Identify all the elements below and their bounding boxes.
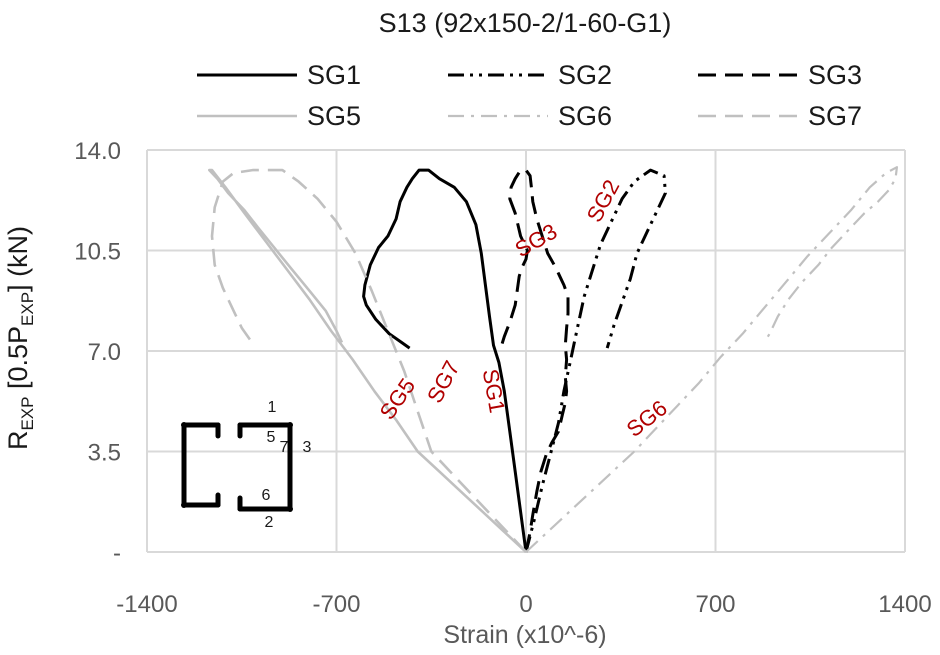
x-tick-label: 1400: [878, 591, 931, 618]
inset-gauge-label: 5: [267, 429, 276, 446]
y-tick-label: 7.0: [88, 339, 121, 366]
series-annotation-sg6: SG6: [622, 395, 672, 442]
y-tick-label: -: [113, 540, 121, 567]
x-tick-label: -700: [312, 591, 360, 618]
inset-gauge-label: 2: [265, 514, 274, 531]
inset-gauge-label: 1: [268, 399, 277, 416]
x-axis-ticks: -1400 -700 0 700 1400: [116, 591, 931, 618]
section-outline: [181, 422, 199, 508]
series-annotation-sg1: SG1: [478, 367, 510, 415]
legend-label-sg2: SG2: [558, 60, 612, 90]
series-annotation-sg2: SG2: [582, 176, 625, 227]
legend-label-sg3: SG3: [808, 60, 862, 90]
inset-gauge-label: 6: [262, 487, 271, 504]
y-tick-label: 10.5: [74, 239, 121, 266]
legend-label-sg5: SG5: [307, 101, 361, 131]
inset-gauge-label: 3: [303, 439, 312, 456]
y-axis-ticks: - 3.5 7.0 10.5 14.0: [74, 138, 121, 567]
series-line-sg6: [525, 166, 898, 553]
cross-section-inset: 1 57 3 6 2: [181, 399, 312, 531]
y-axis-title-text: REXP [0.5PEXP] (kN): [3, 226, 37, 450]
section-corner: [181, 502, 187, 508]
x-axis-title: Strain (x10^-6): [443, 621, 606, 649]
section-corner: [287, 506, 293, 512]
series-line-sg3: [500, 168, 570, 553]
y-tick-label: 3.5: [88, 440, 121, 467]
series-layer: [208, 166, 898, 553]
legend: SG1 SG2 SG3 SG5 SG6 SG7: [197, 60, 862, 131]
y-axis-title: REXP [0.5PEXP] (kN): [3, 226, 37, 450]
y-tick-label: 14.0: [74, 138, 121, 165]
series-annotation-sg7: SG7: [422, 356, 465, 407]
inset-gauge-label: 7: [280, 439, 289, 456]
legend-label-sg1: SG1: [307, 60, 361, 90]
section-corner: [181, 422, 187, 428]
legend-label-sg7: SG7: [808, 101, 862, 131]
x-tick-label: 700: [695, 591, 735, 618]
series-line-sg5: [208, 168, 527, 553]
section-outline: [237, 422, 293, 512]
series-line-sg2: [524, 168, 667, 553]
x-tick-label: -1400: [116, 591, 177, 618]
x-tick-label: 0: [519, 591, 532, 618]
series-line-sg7: [210, 168, 527, 553]
chart-title: S13 (92x150-2/1-60-G1): [379, 8, 672, 38]
legend-label-sg6: SG6: [558, 101, 612, 131]
section-corner: [287, 422, 293, 428]
series-line-sg1: [362, 168, 528, 553]
